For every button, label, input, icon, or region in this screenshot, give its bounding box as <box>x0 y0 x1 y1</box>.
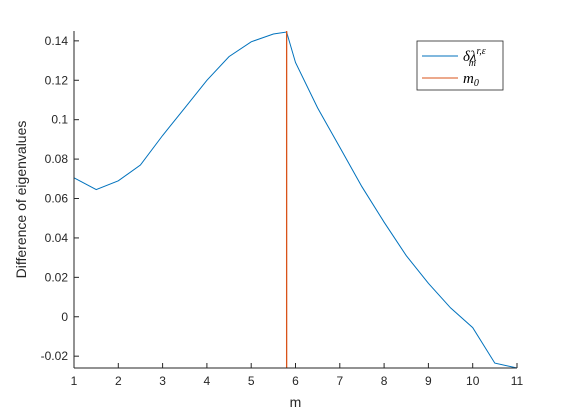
y-tick-label: 0.04 <box>45 231 69 245</box>
y-tick-label: 0.14 <box>45 34 69 48</box>
y-tick-label: -0.02 <box>41 349 69 363</box>
y-tick-label: 0 <box>61 310 68 324</box>
series-delta-lambda-line <box>73 31 518 369</box>
y-tick-label: 0.06 <box>45 192 69 206</box>
y-axis-ticks: -0.02 0 0.02 0.04 0.06 0.08 0.1 0.12 0.14 <box>41 34 79 363</box>
y-tick-label: 0.1 <box>51 113 68 127</box>
legend-label-series-2-main: m <box>463 71 474 87</box>
y-axis-label: Difference of eigenvalues <box>13 121 29 279</box>
x-tick-label: 5 <box>248 374 255 388</box>
x-tick-label: 1 <box>71 374 78 388</box>
x-tick-label: 8 <box>381 374 388 388</box>
y-tick-label: 0.02 <box>45 270 69 284</box>
x-tick-label: 7 <box>336 374 343 388</box>
x-axis-label: m <box>290 394 302 410</box>
legend-label-series-1-sub: m <box>469 58 476 69</box>
legend-box <box>416 40 504 91</box>
legend: δλr,ε m m0 <box>416 40 504 91</box>
plot-area <box>73 31 518 369</box>
x-axis-ticks: 1 2 3 4 5 6 7 8 9 10 11 <box>71 363 524 388</box>
x-tick-label: 4 <box>204 374 211 388</box>
x-tick-label: 2 <box>115 374 122 388</box>
y-tick-label: 0.12 <box>45 73 69 87</box>
legend-label-series-1-sup: r,ε <box>476 46 485 57</box>
legend-label-series-1-main: δλ <box>463 49 477 65</box>
x-tick-label: 9 <box>425 374 432 388</box>
legend-label-series-2-sub: 0 <box>474 78 479 89</box>
x-tick-label: 10 <box>466 374 480 388</box>
x-tick-label: 11 <box>511 374 524 388</box>
y-tick-label: 0.08 <box>45 152 69 166</box>
x-tick-label: 3 <box>159 374 166 388</box>
legend-label-series-2: m0 <box>463 71 479 89</box>
legend-label-series-1: δλr,ε m <box>463 46 486 69</box>
x-tick-label: 6 <box>292 374 299 388</box>
